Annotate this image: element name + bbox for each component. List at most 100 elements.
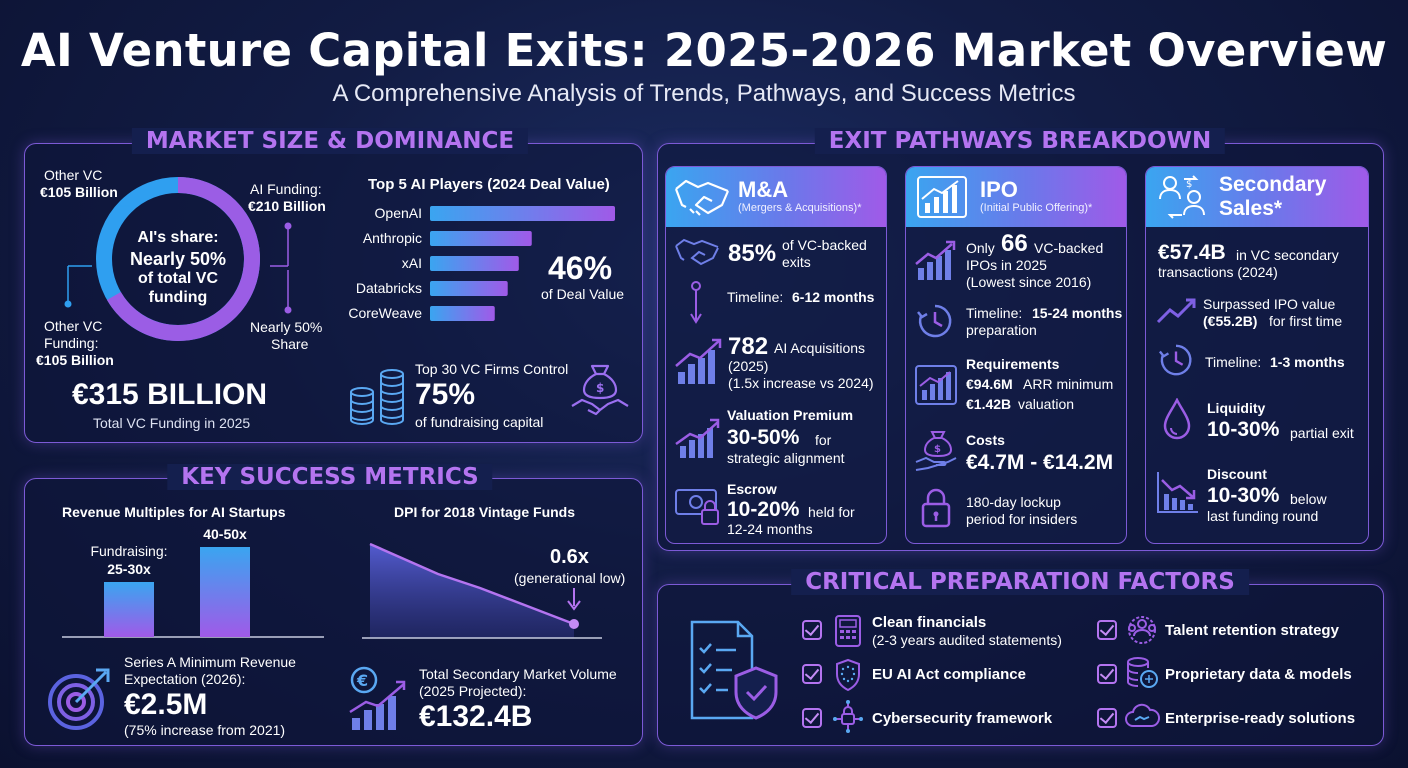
donut-label-share-2: Share (271, 336, 309, 352)
multiples-value-label: 25-30x (107, 561, 151, 577)
secondary-title-1: Secondary (1219, 173, 1327, 196)
dpi-end-point (569, 619, 579, 629)
top5-category-label: xAI (402, 255, 422, 271)
donut-label-other-bottom-3: €105 Billion (36, 352, 114, 368)
ai-share-donut-chart (96, 177, 260, 341)
cloud-handshake-icon (1125, 703, 1160, 727)
ma-subtitle: (Mergers & Acquisitions)* (738, 202, 862, 214)
svg-text:$: $ (934, 444, 941, 455)
multiples-label: Fundraising: (90, 543, 167, 559)
ma-timeline-icon (690, 281, 702, 324)
handshake-icon (674, 179, 730, 216)
secondary-surpass-2: for first time (1269, 313, 1343, 329)
page-title: AI Venture Capital Exits: 2025-2026 Mark… (20, 24, 1388, 77)
secondary-clock-icon (1158, 344, 1192, 376)
prep-factors-title: CRITICAL PREPARATION FACTORS (791, 569, 1249, 595)
svg-text:€: € (356, 671, 368, 690)
ma-timeline-label: Timeline: (727, 289, 784, 305)
check-icon-enterprise-ready (1097, 708, 1117, 728)
eu-shield-icon (836, 658, 860, 692)
dpi-line (369, 542, 575, 626)
ipo-subtitle: (Initial Public Offering)* (980, 202, 1093, 214)
ipo-costs-value: €4.7M - €14.2M (966, 451, 1114, 474)
dpi-annotation-note: (generational low) (514, 570, 626, 586)
secondary-surpass-value: (€55.2B) (1203, 313, 1258, 329)
ma-stat1-value: 85% (728, 240, 777, 267)
top5-category-label: Databricks (356, 280, 422, 296)
discount-text2: last funding round (1207, 508, 1319, 524)
people-exchange-icon: $ (1159, 175, 1205, 219)
ma-valuation-value: 30-50% (727, 426, 800, 449)
ma-acq-text1: AI Acquisitions (774, 340, 866, 356)
ipo-chart-icon (917, 176, 967, 218)
donut-center-label-2: Nearly 50% (129, 249, 227, 269)
ma-acq-text3: (1.5x increase vs 2024) (728, 375, 874, 391)
ma-valuation-title: Valuation Premium (727, 407, 854, 423)
dpi-area-chart (362, 542, 602, 639)
svg-text:$: $ (596, 381, 604, 395)
top5-bar (430, 256, 519, 271)
check-icon-eu-ai-act (802, 664, 822, 684)
control-line-1: Top 30 VC Firms Control (415, 361, 569, 377)
donut-label-share-1: Nearly 50% (250, 319, 323, 335)
donut-label-ai-1: AI Funding: (250, 181, 322, 197)
check-icon-clean-financials (802, 620, 822, 640)
team-gear-icon (1128, 616, 1156, 644)
secondary-title-2: Sales* (1219, 197, 1283, 220)
ma-escrow-value: 10-20% (727, 498, 800, 521)
prep-item-sub: (2-3 years audited statements) (872, 632, 1062, 648)
ipo-lockup-1: 180-day lockup (966, 494, 1061, 510)
liquidity-text: partial exit (1290, 425, 1354, 441)
secondary-volume-line-1: Total Secondary Market Volume (419, 666, 617, 682)
ipo-req-value1: €94.6M (966, 376, 1013, 392)
ipo-timeline-label: Timeline: (966, 305, 1023, 321)
ma-title: M&A (738, 177, 789, 202)
revenue-multiples-chart: Fundraising:25-30xFrontier AI:40-50x (62, 526, 324, 638)
ipo-req-value2: €1.42B (966, 396, 1012, 412)
ma-card-header: M&A (Mergers & Acquisitions)* (666, 167, 886, 227)
donut-center-label-4: funding (148, 289, 208, 306)
dpi-arrow (567, 588, 581, 611)
ma-escrow-lock-icon (675, 489, 719, 525)
ma-stat1-text1: of VC-backed (782, 237, 867, 253)
market-size-title: MARKET SIZE & DOMINANCE (131, 128, 529, 154)
top5-bar (430, 306, 495, 321)
donut-label-other-top-1: Other VC (44, 167, 103, 183)
liquidity-drop-icon (1163, 398, 1191, 440)
prep-item-label: Talent retention strategy (1165, 622, 1339, 639)
dpi-chart-title: DPI for 2018 Vintage Funds (394, 504, 576, 520)
ma-card: M&A (Mergers & Acquisitions)* (665, 166, 887, 544)
ma-escrow-text2: 12-24 months (727, 521, 813, 537)
secondary-volume-line-2: (2025 Projected): (419, 683, 527, 699)
ipo-card: IPO (Initial Public Offering)* (905, 166, 1127, 544)
ma-acq-value: 782 (728, 333, 769, 360)
ma-timeline-value: 6-12 months (792, 289, 875, 305)
donut-label-ai-2: €210 Billion (248, 198, 326, 214)
ipo-costs-icon: $ (915, 431, 957, 471)
network-lock-icon (833, 700, 863, 733)
discount-chart-icon (1157, 472, 1198, 513)
prep-item-label: Proprietary data & models (1165, 666, 1352, 683)
series-a-line-1: Series A Minimum Revenue (124, 654, 296, 670)
ipo-lockup-2: period for insiders (966, 511, 1078, 527)
ipo-costs-title: Costs (966, 432, 1005, 448)
ma-valuation-text1: for (815, 432, 832, 448)
ipo-text1: VC-backed (1034, 240, 1104, 256)
multiples-bar (200, 547, 250, 637)
control-value: 75% (415, 378, 476, 411)
secondary-volume-value: €132.4B (419, 700, 533, 733)
ipo-growth-icon (915, 240, 956, 280)
ipo-clock-icon (917, 304, 952, 338)
series-a-line-2: Expectation (2026): (124, 671, 246, 687)
page-subtitle: A Comprehensive Analysis of Trends, Path… (332, 80, 1076, 107)
donut-label-other-top-2: €105 Billion (40, 184, 118, 200)
check-icon-proprietary-data (1097, 664, 1117, 684)
ipo-card-header: IPO (Initial Public Offering)* (906, 167, 1126, 227)
donut-label-other-bottom-1: Other VC (44, 318, 103, 334)
ipo-timeline-value: 15-24 months (1032, 305, 1123, 321)
check-icon-cybersecurity (802, 708, 822, 728)
discount-title: Discount (1207, 466, 1267, 482)
top5-category-label: Anthropic (363, 230, 422, 246)
secondary-text2: transactions (2024) (1158, 264, 1278, 280)
top5-category-label: CoreWeave (348, 305, 422, 321)
